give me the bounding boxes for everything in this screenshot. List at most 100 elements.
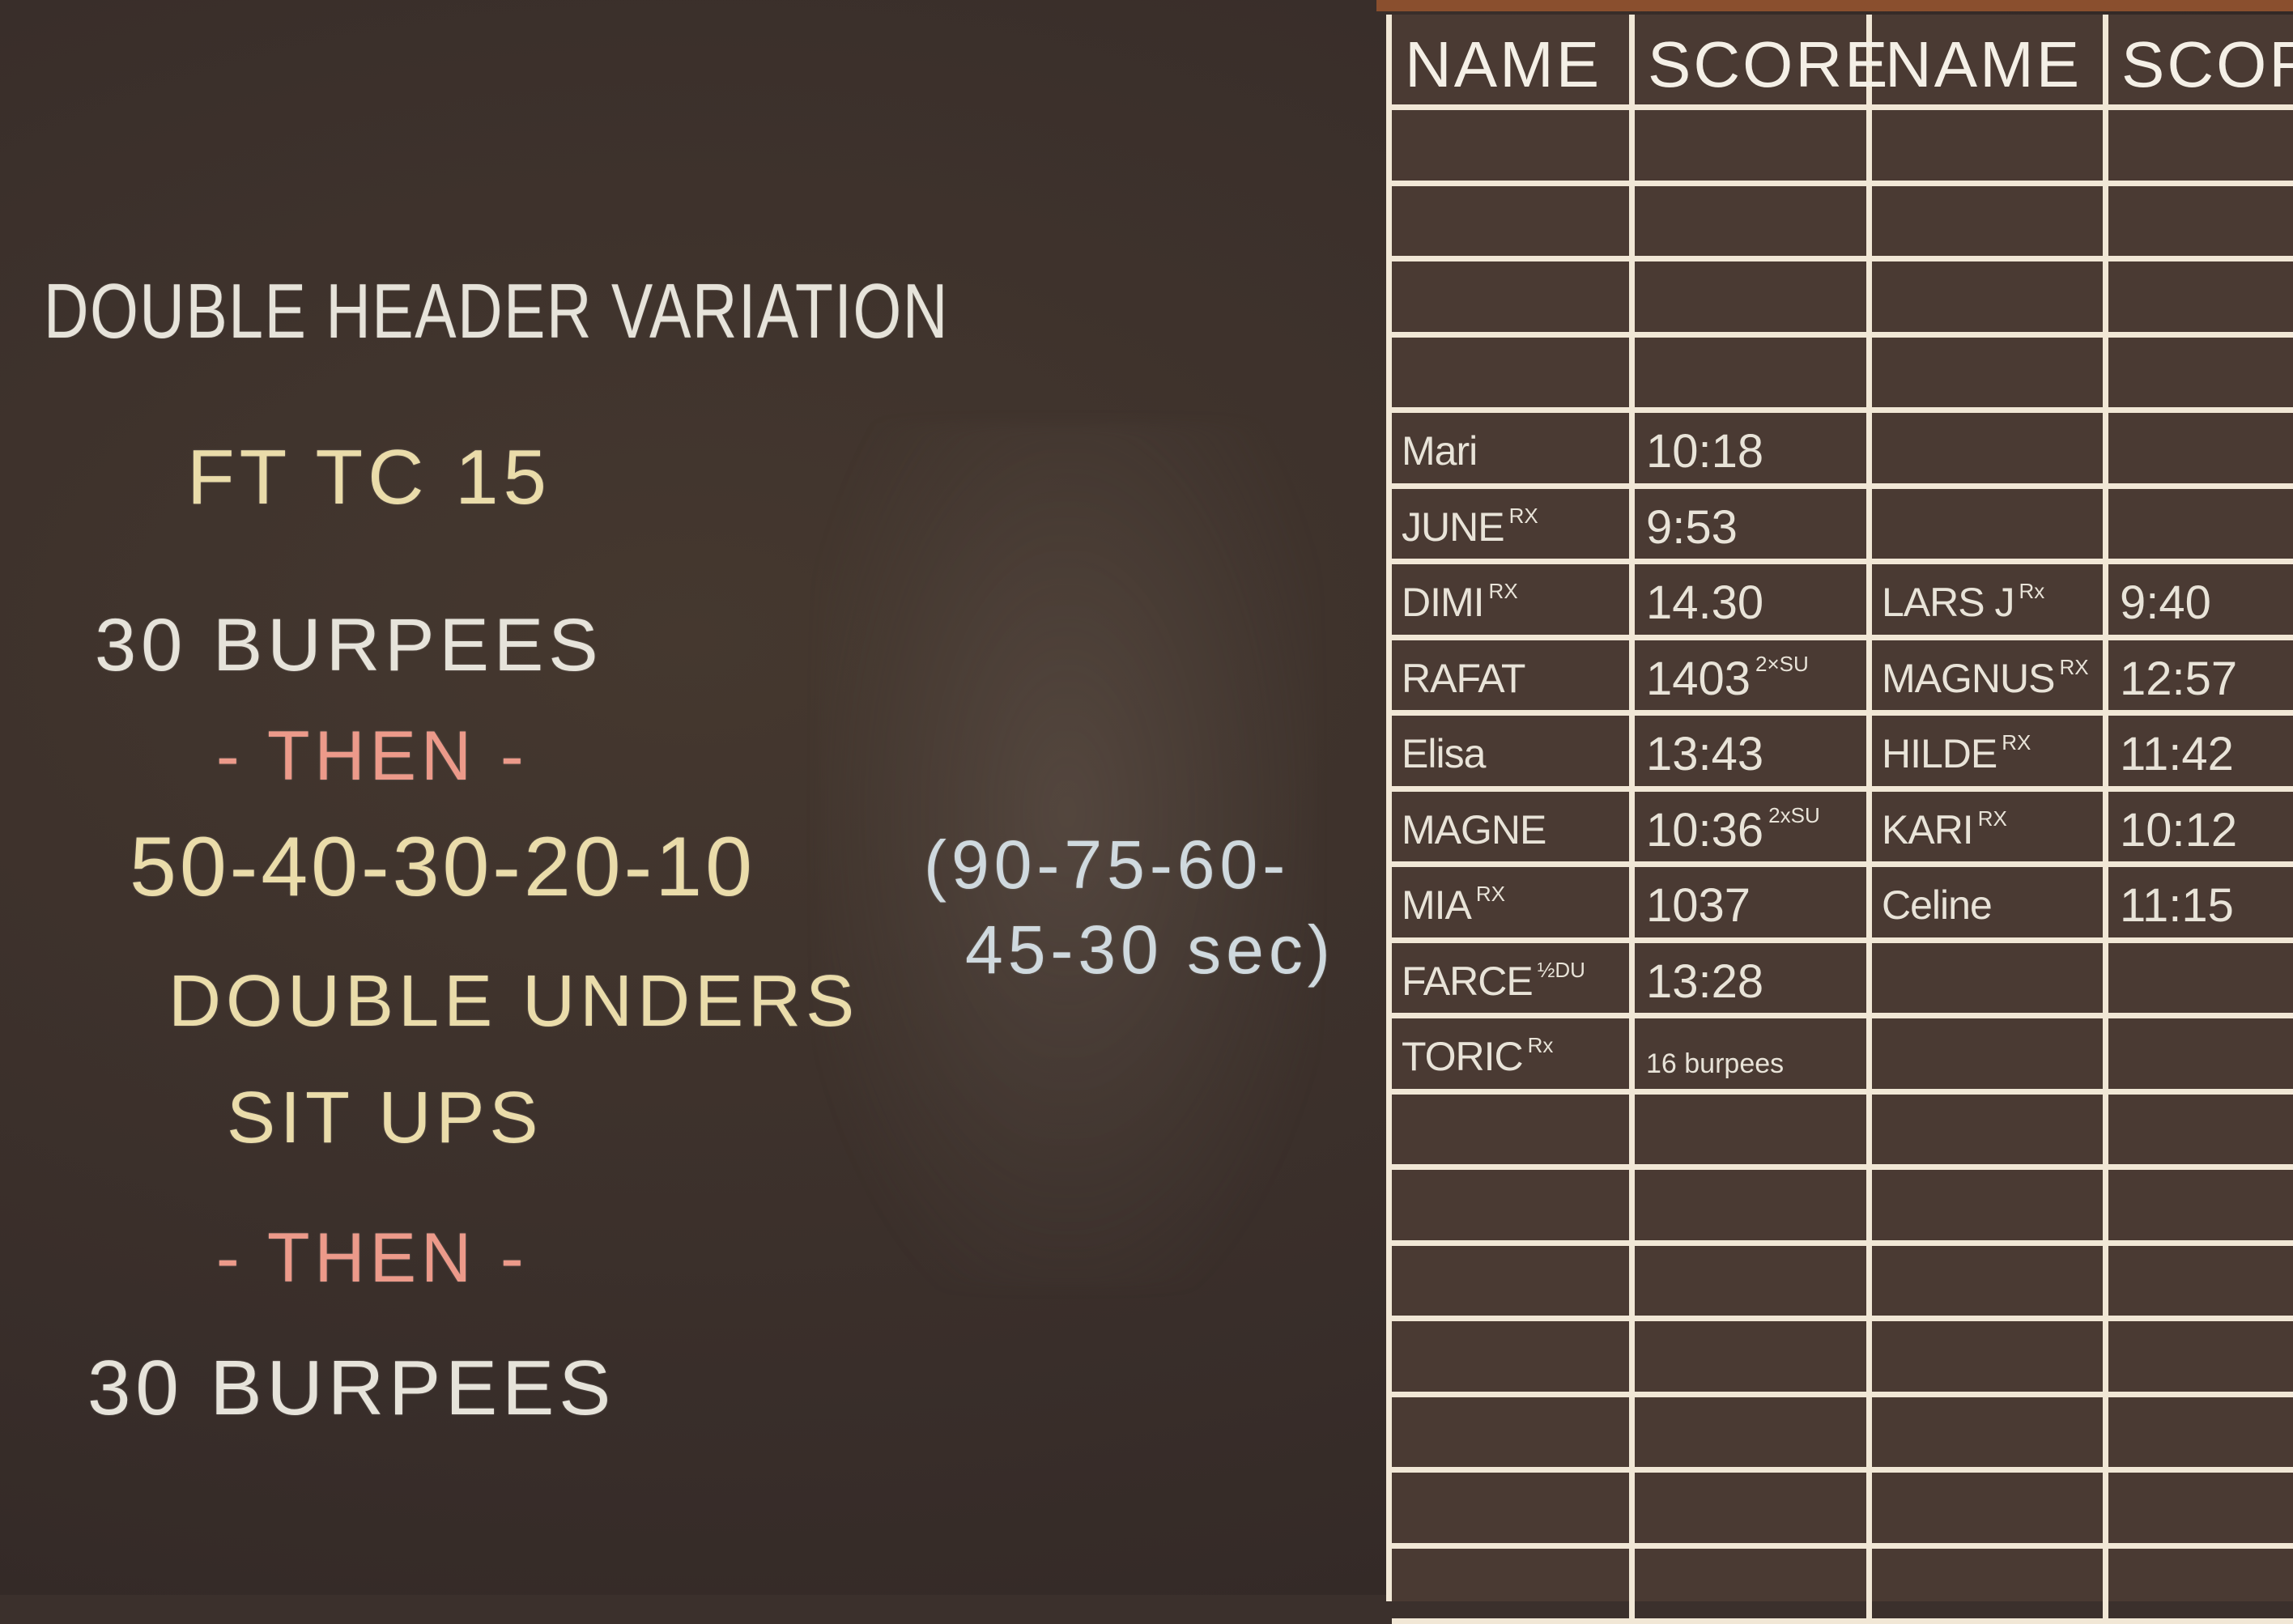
interval-line-2: 45-30 sec) bbox=[965, 911, 1335, 989]
name-cell bbox=[1392, 1397, 1635, 1473]
column-header-name: NAME bbox=[1872, 15, 2108, 110]
name-cell bbox=[1392, 1321, 1635, 1397]
athlete-name: HILDE bbox=[1882, 731, 1997, 776]
score-cell: 13:43 bbox=[1635, 716, 1872, 792]
name-cell bbox=[1872, 489, 2108, 565]
athlete-name: TORIC bbox=[1402, 1034, 1523, 1079]
athlete-score: 16 burpees bbox=[1646, 1048, 1784, 1079]
athlete-name: FARCE bbox=[1402, 959, 1533, 1004]
score-cell bbox=[1635, 1549, 1872, 1624]
athlete-score: 11:42 bbox=[2120, 728, 2234, 780]
score-cell bbox=[2108, 1549, 2293, 1624]
score-cell bbox=[1635, 1321, 1872, 1397]
score-cell bbox=[2108, 1095, 2293, 1171]
athlete-tag: RX bbox=[1509, 504, 1538, 528]
athlete-score: 9:53 bbox=[1646, 501, 1738, 554]
athlete-name: MAGNUS bbox=[1882, 656, 2054, 701]
score-cell bbox=[1635, 338, 1872, 414]
score-cell bbox=[2108, 1397, 2293, 1473]
name-cell bbox=[1392, 1095, 1635, 1171]
athlete-tag: RX bbox=[2002, 730, 2031, 755]
name-cell bbox=[1872, 110, 2108, 186]
name-cell bbox=[1872, 1095, 2108, 1171]
athlete-name: LARS J bbox=[1882, 580, 2014, 625]
athlete-name: MAGNE bbox=[1402, 807, 1546, 852]
name-cell bbox=[1392, 110, 1635, 186]
score-cell bbox=[1635, 1095, 1872, 1171]
column-header-score: SCORE bbox=[2108, 15, 2293, 110]
athlete-score: 1037 bbox=[1646, 879, 1751, 932]
score-cell: 11:15 bbox=[2108, 867, 2293, 943]
then-divider-2: - THEN - bbox=[216, 1218, 529, 1299]
athlete-name: KARI bbox=[1882, 807, 1973, 852]
score-cell bbox=[2108, 338, 2293, 414]
score-cell bbox=[1635, 1473, 1872, 1549]
score-cell bbox=[1635, 186, 1872, 262]
athlete-name: Elisa bbox=[1402, 731, 1485, 776]
name-cell bbox=[1872, 1170, 2108, 1246]
name-cell: Elisa bbox=[1392, 716, 1635, 792]
athlete-score: 10:12 bbox=[2120, 804, 2237, 857]
name-cell bbox=[1872, 338, 2108, 414]
athlete-name: Celine bbox=[1882, 882, 1992, 928]
athlete-score: 13:43 bbox=[1646, 728, 1763, 780]
name-cell: RAFAT bbox=[1392, 640, 1635, 716]
score-cell bbox=[2108, 1473, 2293, 1549]
athlete-score: 9:40 bbox=[2120, 576, 2211, 629]
name-cell bbox=[1872, 261, 2108, 338]
score-cell: 1037 bbox=[1635, 867, 1872, 943]
movement-double-unders: DOUBLE UNDERS bbox=[168, 960, 859, 1044]
score-cell bbox=[1635, 110, 1872, 186]
athlete-score: 13:28 bbox=[1646, 955, 1763, 1008]
athlete-tag: RX bbox=[1489, 579, 1518, 603]
score-cell bbox=[1635, 1170, 1872, 1246]
athlete-name: MIA bbox=[1402, 882, 1471, 928]
score-cell bbox=[2108, 1018, 2293, 1095]
name-cell: Celine bbox=[1872, 867, 2108, 943]
athlete-score: 11:15 bbox=[2120, 879, 2234, 932]
name-cell bbox=[1392, 261, 1635, 338]
score-note: 2×SU bbox=[1755, 652, 1809, 676]
score-cell: 9:40 bbox=[2108, 564, 2293, 640]
athlete-tag: RX bbox=[2059, 655, 2088, 679]
score-cell: 10:18 bbox=[1635, 413, 1872, 489]
score-cell bbox=[2108, 413, 2293, 489]
score-cell bbox=[2108, 943, 2293, 1019]
score-cell bbox=[2108, 186, 2293, 262]
name-cell bbox=[1392, 1246, 1635, 1322]
athlete-score: 10:18 bbox=[1646, 425, 1763, 478]
score-cell bbox=[2108, 110, 2293, 186]
athlete-tag: ½DU bbox=[1538, 958, 1585, 982]
name-cell bbox=[1872, 1397, 2108, 1473]
score-cell bbox=[2108, 1170, 2293, 1246]
score-cell: 9:53 bbox=[1635, 489, 1872, 565]
athlete-score: 1403 bbox=[1646, 653, 1751, 705]
score-cell: 12:57 bbox=[2108, 640, 2293, 716]
athlete-tag: RX bbox=[1978, 806, 2007, 831]
athlete-name: RAFAT bbox=[1402, 656, 1525, 701]
athlete-tag: Rx bbox=[1528, 1033, 1554, 1057]
name-cell bbox=[1392, 1170, 1635, 1246]
then-divider-1: - THEN - bbox=[216, 716, 529, 797]
workout-title: DOUBLE HEADER VARIATION bbox=[44, 267, 949, 356]
name-cell bbox=[1872, 1473, 2108, 1549]
athlete-score: 10:36 bbox=[1646, 804, 1763, 857]
score-cell bbox=[1635, 261, 1872, 338]
score-cell bbox=[2108, 1321, 2293, 1397]
score-cell bbox=[2108, 489, 2293, 565]
part3-burpees: 30 BURPEES bbox=[87, 1344, 615, 1433]
column-header-name: NAME bbox=[1392, 15, 1635, 110]
name-cell bbox=[1392, 1473, 1635, 1549]
score-cell: 14.30 bbox=[1635, 564, 1872, 640]
score-cell bbox=[2108, 1246, 2293, 1322]
movement-sit-ups: SIT UPS bbox=[227, 1077, 542, 1160]
name-cell bbox=[1392, 1549, 1635, 1624]
